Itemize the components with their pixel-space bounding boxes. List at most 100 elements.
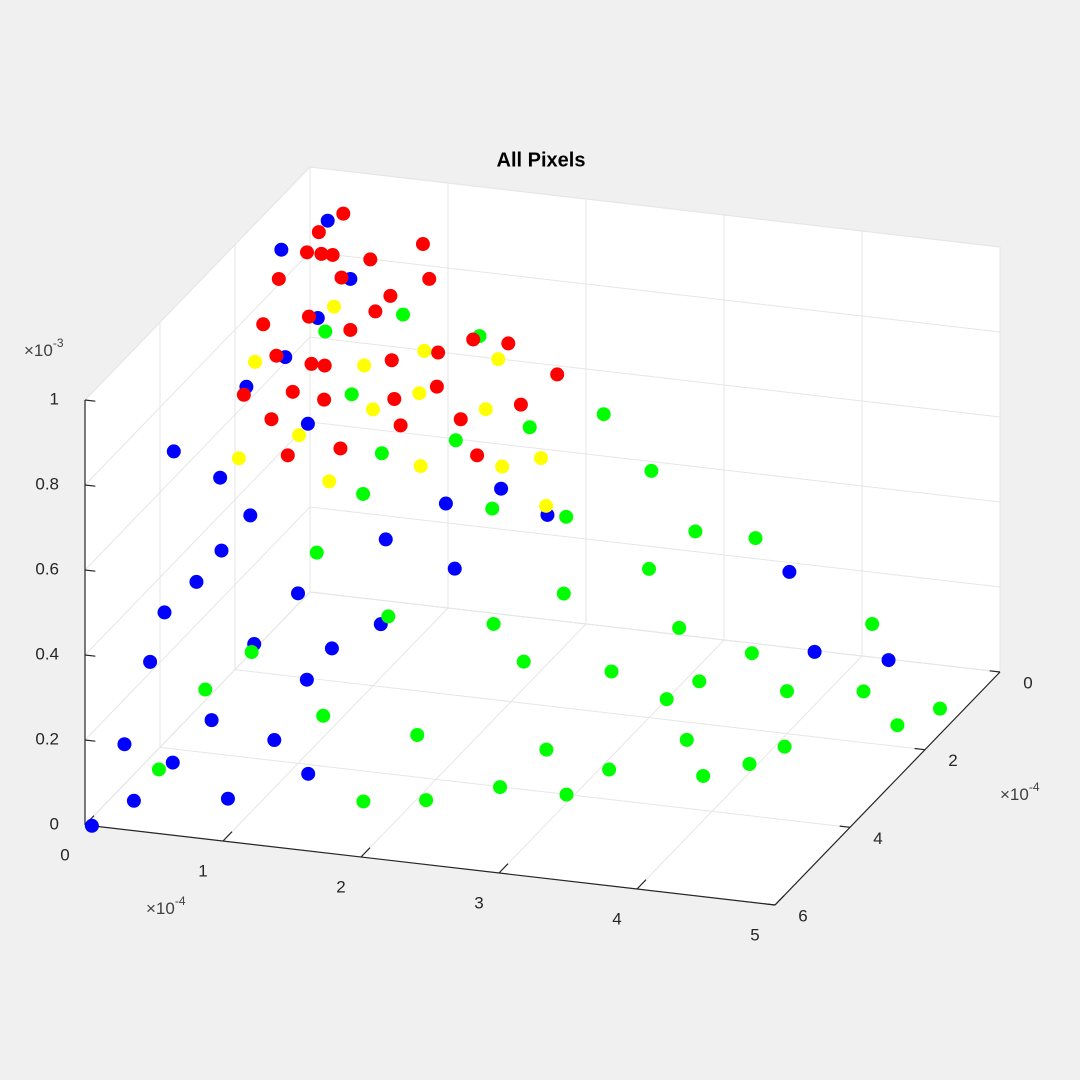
- data-point: [356, 486, 371, 501]
- data-point: [447, 561, 462, 576]
- x-tick-label: 0: [60, 845, 69, 864]
- grid-line: [309, 421, 1001, 503]
- x-tick-label: 1: [198, 861, 207, 880]
- tick-mark: [839, 825, 851, 828]
- grid-line: [234, 669, 926, 751]
- data-point: [84, 818, 99, 833]
- grid: [84, 166, 1001, 906]
- grid-line: [84, 591, 311, 826]
- data-point: [410, 728, 425, 742]
- data-point: [856, 684, 871, 699]
- data-point: [243, 508, 258, 523]
- tick-mark: [84, 399, 96, 402]
- data-point: [301, 766, 316, 781]
- grid-line: [84, 336, 311, 571]
- data-point: [285, 384, 300, 399]
- data-point: [807, 644, 822, 659]
- data-point: [604, 664, 619, 679]
- data-point: [556, 586, 571, 601]
- data-point: [539, 498, 554, 513]
- data-point: [644, 463, 659, 478]
- data-point: [363, 252, 378, 267]
- data-point: [166, 444, 181, 459]
- data-point: [314, 246, 329, 261]
- x-tick-label: 4: [612, 909, 621, 928]
- data-point: [417, 343, 432, 358]
- data-point: [890, 718, 905, 733]
- exponent-base: ×10: [24, 341, 53, 360]
- data-point: [292, 428, 307, 443]
- axes-planes: [83, 165, 1002, 906]
- data-point: [491, 352, 506, 367]
- z-tick-label: 0.2: [35, 729, 59, 748]
- y-axis-line: [774, 671, 1001, 906]
- data-point: [396, 307, 410, 322]
- data-point: [231, 451, 246, 466]
- tick-mark: [84, 739, 96, 742]
- data-point: [280, 448, 295, 463]
- data-point: [692, 674, 707, 689]
- x-exponent: ×10-4: [146, 894, 186, 918]
- data-point: [269, 348, 284, 363]
- tick-mark: [222, 831, 233, 842]
- data-point: [453, 412, 468, 427]
- data-point: [534, 451, 548, 466]
- data-point: [494, 481, 509, 496]
- data-point: [596, 407, 611, 422]
- data-point: [336, 206, 351, 221]
- data-point: [782, 564, 797, 579]
- z-tick-label: 1: [50, 389, 59, 408]
- grid-line: [309, 251, 1001, 333]
- grid-line: [360, 623, 587, 858]
- tick-mark: [914, 747, 926, 751]
- data-point: [412, 386, 427, 401]
- data-point: [274, 242, 289, 257]
- data-point: [317, 392, 332, 407]
- data-point: [485, 501, 500, 516]
- data-point: [322, 474, 337, 489]
- data-point: [301, 309, 316, 324]
- grid-line: [84, 421, 311, 656]
- data-point: [334, 270, 349, 285]
- data-point: [357, 358, 372, 373]
- data-point: [320, 213, 335, 228]
- data-point: [300, 416, 315, 431]
- grid-line: [309, 166, 1001, 248]
- exponent-power: -3: [53, 336, 64, 350]
- exponent-power: -4: [1029, 780, 1040, 794]
- data-point: [368, 304, 383, 319]
- tick-mark: [360, 847, 371, 858]
- data-point: [516, 654, 531, 669]
- data-point: [881, 653, 896, 668]
- data-point: [384, 353, 399, 368]
- labels: 0 1 2 3 4 5 0 2 4 6 0 0.2 0.4 0.6 0.8 1: [35, 389, 1032, 944]
- data-point: [559, 509, 574, 524]
- data-point: [248, 354, 263, 369]
- exponent-base: ×10: [146, 899, 175, 918]
- data-point: [126, 793, 141, 808]
- data-point: [438, 496, 453, 511]
- data-point: [325, 247, 340, 262]
- exponent-base: ×10: [1000, 785, 1029, 804]
- data-point: [198, 682, 213, 697]
- grid-line: [309, 506, 1001, 588]
- data-point: [214, 543, 229, 558]
- x-tick-label: 5: [750, 925, 759, 944]
- data-point: [333, 441, 348, 456]
- data-point: [742, 757, 757, 771]
- axes-plane: [309, 166, 1001, 673]
- y-exponent: ×10-4: [1000, 780, 1040, 804]
- data-point: [493, 780, 508, 795]
- data-point: [318, 324, 333, 339]
- data-point: [220, 791, 235, 806]
- data-point: [311, 225, 326, 240]
- exponent-power: -4: [175, 894, 186, 908]
- data-point: [356, 794, 371, 809]
- z-tick-label: 0.6: [35, 559, 59, 578]
- data-point: [366, 402, 380, 417]
- grid-line: [636, 655, 863, 890]
- data-point: [777, 739, 792, 754]
- data-point: [236, 387, 251, 402]
- data-point: [422, 271, 437, 286]
